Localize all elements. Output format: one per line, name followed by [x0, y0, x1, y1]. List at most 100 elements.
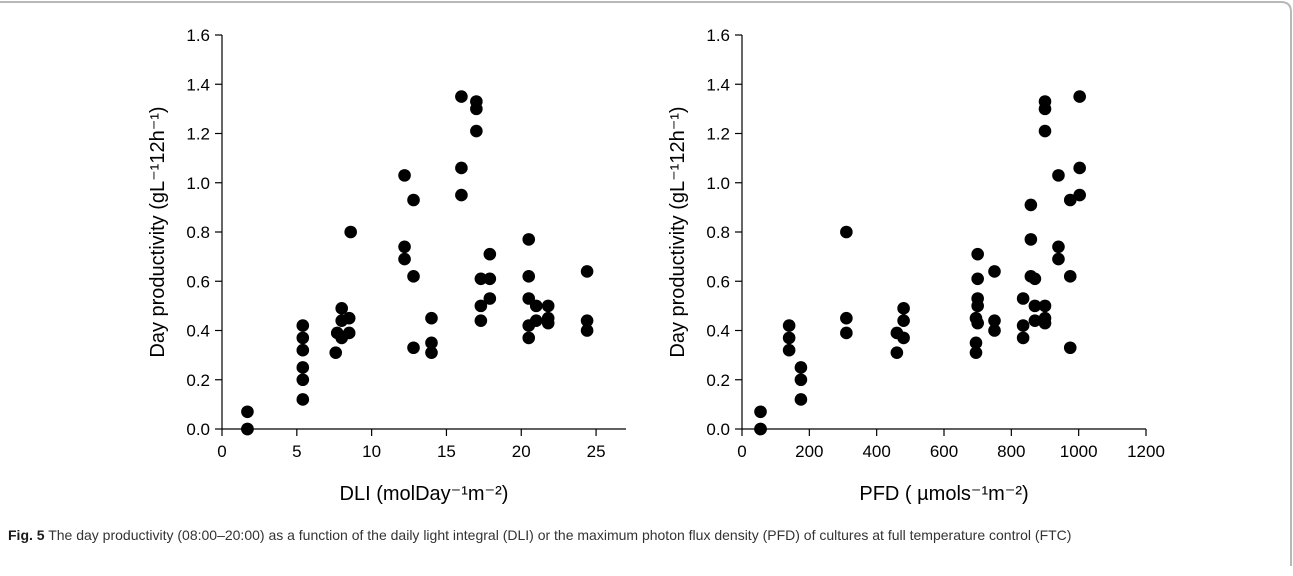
data-point — [425, 336, 438, 350]
data-point — [988, 314, 1001, 327]
y-axis-title: Day productivity (gL⁻¹12h⁻¹) — [667, 106, 689, 357]
x-axis-title: PFD ( µmols⁻¹m⁻²) — [859, 483, 1028, 505]
data-point — [455, 188, 468, 202]
data-point — [971, 292, 984, 305]
y-tick-label: 1.2 — [706, 125, 730, 144]
data-point — [782, 331, 796, 345]
data-point — [1038, 124, 1052, 138]
data-point — [344, 225, 357, 239]
data-point — [1016, 331, 1030, 345]
data-point — [398, 169, 411, 182]
caption-label: Fig. 5 — [8, 527, 45, 543]
x-tick-label: 15 — [437, 442, 456, 461]
caption-text: The day productivity (08:00–20:00) as a … — [48, 527, 1072, 543]
data-point — [474, 299, 488, 313]
data-point — [754, 405, 767, 419]
x-tick-label: 200 — [795, 442, 823, 461]
y-tick-label: 1.6 — [186, 26, 210, 45]
data-point — [1073, 161, 1086, 175]
x-tick-label: 1200 — [1127, 442, 1165, 461]
data-point — [1016, 292, 1030, 305]
data-point — [342, 326, 356, 340]
y-tick-label: 0.8 — [186, 223, 210, 242]
data-point — [1052, 252, 1065, 266]
x-tick-label: 0 — [737, 442, 746, 461]
y-tick-label: 0.8 — [706, 223, 730, 242]
data-point — [1024, 198, 1038, 212]
data-point — [483, 247, 497, 261]
data-point — [580, 314, 594, 327]
data-point — [522, 233, 536, 246]
data-point — [296, 393, 310, 406]
data-point — [425, 346, 438, 359]
x-tick-label: 800 — [997, 442, 1025, 461]
data-point — [897, 331, 910, 345]
data-point — [474, 314, 488, 327]
figure-caption: Fig. 5 The day productivity (08:00–20:00… — [8, 526, 1278, 545]
x-tick-label: 10 — [362, 442, 381, 461]
data-point — [398, 240, 411, 254]
data-point — [335, 302, 349, 315]
data-point — [541, 299, 555, 313]
data-point — [1038, 299, 1052, 313]
x-tick-label: 1000 — [1060, 442, 1098, 461]
data-point — [1038, 95, 1052, 108]
data-point — [296, 373, 310, 387]
data-point — [1024, 233, 1038, 246]
data-point — [483, 292, 497, 305]
data-point — [470, 124, 483, 138]
y-tick-label: 0.2 — [186, 371, 210, 390]
x-tick-label: 20 — [512, 442, 531, 461]
y-tick-label: 1.4 — [186, 75, 210, 94]
y-tick-label: 1.0 — [706, 174, 730, 193]
data-point — [296, 331, 310, 345]
data-point — [897, 302, 910, 315]
data-point — [398, 252, 411, 266]
data-point — [1063, 341, 1077, 355]
data-point — [455, 161, 468, 175]
data-point — [969, 346, 983, 359]
y-axis-title: Day productivity (gL⁻¹12h⁻¹) — [147, 106, 169, 357]
data-point — [782, 343, 796, 357]
data-point — [988, 265, 1001, 278]
data-point — [1028, 299, 1042, 313]
data-point — [522, 270, 536, 283]
data-point — [541, 311, 555, 325]
y-tick-label: 1.6 — [706, 26, 730, 45]
data-point — [1028, 314, 1042, 327]
data-point — [529, 314, 543, 327]
data-point — [754, 422, 767, 436]
data-point — [969, 336, 983, 350]
data-point — [580, 324, 594, 337]
data-point — [1038, 311, 1052, 325]
data-point — [296, 361, 310, 374]
data-point — [1063, 270, 1077, 283]
data-point — [794, 361, 808, 374]
y-tick-label: 0.4 — [706, 322, 730, 341]
data-point — [241, 422, 254, 436]
data-point — [529, 299, 543, 313]
y-tick-label: 1.2 — [186, 125, 210, 144]
data-point — [794, 393, 808, 406]
data-point — [407, 270, 420, 283]
data-point — [455, 90, 468, 103]
chart-pfd: 0.0 0.2 0.4 0.6 0.8 1.0 1.2 1.4 1.6 0 200 400 600 800… — [667, 26, 1165, 505]
data-point — [794, 373, 808, 387]
data-point — [407, 193, 420, 207]
data-point — [580, 265, 594, 278]
y-tick-label: 0.6 — [186, 272, 210, 291]
y-tick-label: 0.4 — [186, 322, 210, 341]
data-point — [296, 319, 310, 332]
data-point — [329, 346, 343, 359]
data-point — [296, 343, 310, 357]
data-point — [522, 331, 536, 345]
data-point — [1052, 240, 1065, 254]
data-point — [470, 95, 483, 108]
data-point — [1052, 169, 1065, 182]
data-point — [782, 319, 796, 332]
y-tick-label: 1.4 — [706, 75, 730, 94]
data-point — [988, 324, 1001, 337]
y-tick-label: 0.2 — [706, 371, 730, 390]
